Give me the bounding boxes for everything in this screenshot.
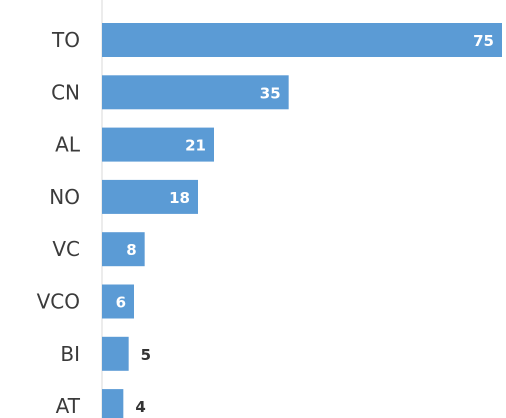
bar-bi	[102, 336, 129, 371]
category-label-at: AT	[56, 394, 81, 418]
bars	[102, 23, 502, 418]
bar-no	[102, 179, 198, 214]
value-label-cn: 35	[260, 84, 281, 102]
bar-al	[102, 127, 214, 162]
bar-at	[102, 389, 124, 418]
category-label-al: AL	[55, 133, 81, 157]
category-label-cn: CN	[51, 80, 80, 104]
value-label-vc: 8	[126, 241, 136, 259]
value-label-al: 21	[185, 137, 206, 155]
category-label-vco: VCO	[37, 290, 80, 314]
value-label-at: 4	[135, 398, 145, 416]
bar-to	[102, 23, 502, 57]
value-label-bi: 5	[141, 346, 151, 364]
bar-cn	[102, 75, 289, 110]
category-label-no: NO	[49, 185, 80, 209]
value-label-to: 75	[473, 32, 494, 50]
value-labels: 75 35 21 18 8 6 5 4	[116, 32, 494, 416]
category-label-vc: VC	[52, 237, 80, 261]
bar-vco	[102, 284, 134, 319]
category-label-to: TO	[51, 28, 80, 52]
category-label-bi: BI	[60, 342, 80, 366]
value-label-vco: 6	[116, 294, 126, 312]
bar-vc	[102, 232, 145, 267]
category-labels: TO CN AL NO VC VCO BI AT	[37, 28, 81, 418]
value-label-no: 18	[169, 189, 190, 207]
